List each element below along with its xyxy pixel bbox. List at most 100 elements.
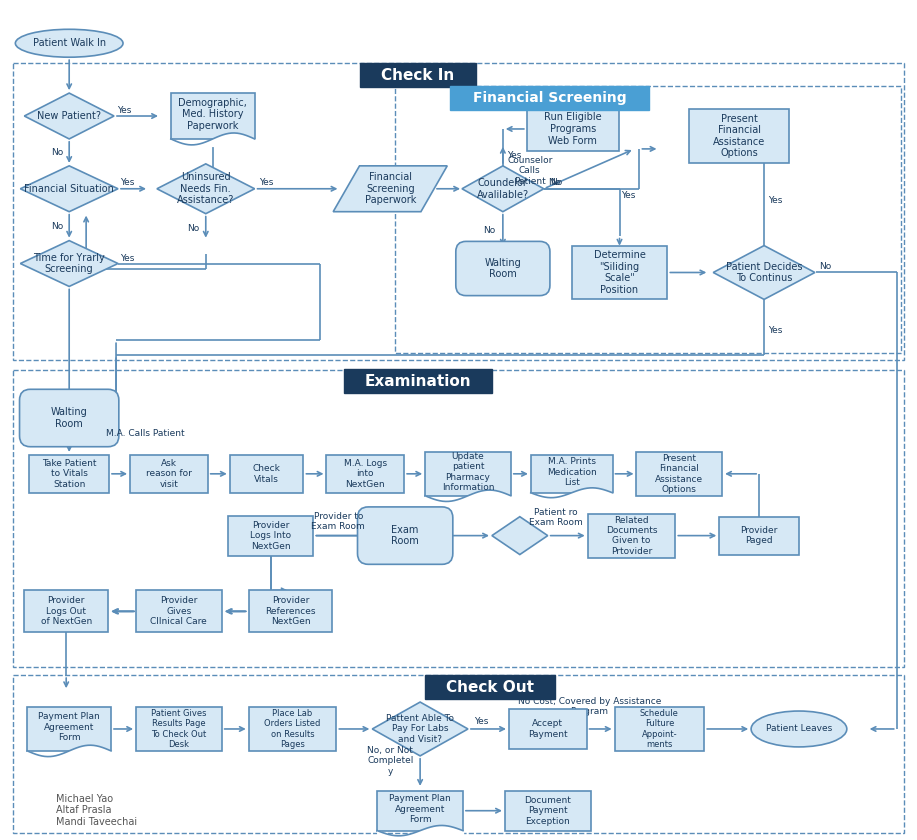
Text: Place Lab
Orders Listed
on Results
Pages: Place Lab Orders Listed on Results Pages — [264, 709, 321, 749]
FancyBboxPatch shape — [360, 63, 476, 87]
Text: Patient ro
Exam Room: Patient ro Exam Room — [529, 508, 582, 528]
FancyBboxPatch shape — [505, 790, 591, 831]
Text: Present
Financial
Assistance
Options: Present Financial Assistance Options — [656, 454, 703, 494]
FancyBboxPatch shape — [636, 452, 723, 496]
Ellipse shape — [751, 711, 846, 747]
FancyBboxPatch shape — [130, 455, 208, 493]
FancyBboxPatch shape — [425, 452, 511, 496]
Polygon shape — [492, 517, 547, 554]
FancyBboxPatch shape — [377, 790, 463, 831]
Text: Schedule
Fulture
Appoint-
ments: Schedule Fulture Appoint- ments — [640, 709, 679, 749]
Text: M.A. Logs
into
NextGen: M.A. Logs into NextGen — [344, 459, 387, 489]
FancyBboxPatch shape — [614, 707, 704, 751]
Text: Check
Vitals: Check Vitals — [253, 465, 281, 484]
Text: Pattent Able To
Pay For Labs
and Visit?: Pattent Able To Pay For Labs and Visit? — [386, 714, 454, 744]
Text: Yes: Yes — [768, 197, 782, 205]
Text: Examination: Examination — [365, 374, 471, 389]
Text: Financial Situation: Financial Situation — [24, 184, 114, 194]
Text: Financial Screening: Financial Screening — [473, 91, 626, 105]
Text: Accept
Payment: Accept Payment — [528, 719, 568, 738]
Text: Payment Plan
Agreement
Form: Payment Plan Agreement Form — [39, 712, 100, 743]
FancyBboxPatch shape — [509, 709, 587, 749]
FancyBboxPatch shape — [249, 591, 332, 633]
FancyBboxPatch shape — [29, 455, 109, 493]
FancyBboxPatch shape — [588, 514, 675, 558]
Text: Patient Walk In: Patient Walk In — [33, 39, 105, 48]
Bar — [14, 370, 903, 667]
FancyBboxPatch shape — [25, 591, 108, 633]
Text: M.A. Calls Patient: M.A. Calls Patient — [106, 429, 184, 438]
Text: No: No — [549, 178, 562, 187]
FancyBboxPatch shape — [690, 109, 789, 163]
Text: New Patient?: New Patient? — [38, 111, 101, 121]
Text: Determine
"Siliding
Scale"
Position: Determine "Siliding Scale" Position — [593, 250, 646, 295]
Text: Yes: Yes — [117, 106, 131, 114]
Text: Yes: Yes — [120, 254, 135, 263]
Text: Check Out: Check Out — [446, 680, 534, 695]
Text: Counselor
Calls
Patient: Counselor Calls Patient — [507, 156, 552, 186]
Polygon shape — [462, 165, 544, 212]
Text: Michael Yao
Altaf Prasla
Mandi Taveechai: Michael Yao Altaf Prasla Mandi Taveechai — [56, 794, 138, 827]
Text: Yes: Yes — [120, 178, 135, 187]
Text: Demographic,
Med. History
Paperwork: Demographic, Med. History Paperwork — [178, 97, 248, 131]
Text: Financial
Screening
Paperwork: Financial Screening Paperwork — [365, 172, 416, 205]
Bar — [395, 87, 900, 354]
Polygon shape — [20, 165, 118, 212]
Text: Provider to
Exam Room: Provider to Exam Room — [312, 512, 365, 532]
Text: No Cost, Covered by Assistance: No Cost, Covered by Assistance — [518, 696, 661, 706]
Text: Yes: Yes — [622, 192, 635, 200]
Text: Run Eligible
Programs
Web Form: Run Eligible Programs Web Form — [544, 113, 602, 145]
FancyBboxPatch shape — [171, 93, 255, 139]
Text: Patient Gives
Results Page
To Check Out
Desk: Patient Gives Results Page To Check Out … — [151, 709, 206, 749]
Polygon shape — [372, 702, 468, 756]
Text: Present
Financial
Assistance
Options: Present Financial Assistance Options — [713, 113, 766, 159]
FancyBboxPatch shape — [526, 107, 618, 151]
FancyBboxPatch shape — [136, 591, 222, 633]
FancyBboxPatch shape — [19, 389, 119, 447]
Bar — [14, 675, 903, 832]
Text: Yes: Yes — [259, 178, 273, 187]
Text: Yes: Yes — [474, 717, 489, 726]
Text: Provider
Logs Into
NextGen: Provider Logs Into NextGen — [250, 521, 291, 550]
FancyBboxPatch shape — [531, 455, 613, 493]
Polygon shape — [20, 240, 118, 286]
FancyBboxPatch shape — [28, 707, 111, 751]
Text: Walting
Room: Walting Room — [484, 258, 521, 280]
Text: Provider
References
NextGen: Provider References NextGen — [265, 596, 315, 627]
Text: Yes: Yes — [507, 151, 521, 160]
Bar — [14, 63, 903, 360]
Text: Yes: Yes — [768, 326, 782, 335]
Text: Check In: Check In — [381, 68, 455, 82]
Polygon shape — [25, 93, 114, 139]
FancyBboxPatch shape — [719, 517, 799, 554]
Text: No: No — [51, 222, 63, 231]
Text: Provider
Logs Out
of NextGen: Provider Logs Out of NextGen — [40, 596, 92, 627]
Text: Take Patient
to Vitals
Station: Take Patient to Vitals Station — [42, 459, 96, 489]
Text: Provider
Paged: Provider Paged — [740, 526, 778, 545]
Text: Ask
reason for
visit: Ask reason for visit — [146, 459, 192, 489]
Polygon shape — [157, 164, 255, 213]
Ellipse shape — [16, 29, 123, 57]
FancyBboxPatch shape — [358, 507, 453, 564]
Text: No: No — [547, 178, 560, 187]
FancyBboxPatch shape — [136, 707, 222, 751]
Polygon shape — [713, 245, 815, 299]
Text: Program: Program — [570, 706, 609, 716]
FancyBboxPatch shape — [450, 87, 649, 110]
FancyBboxPatch shape — [345, 369, 492, 393]
FancyBboxPatch shape — [326, 455, 404, 493]
Text: Related
Documents
Given to
Prtovider: Related Documents Given to Prtovider — [606, 516, 657, 556]
Text: No, or Not
Completel
y: No, or Not Completel y — [367, 746, 414, 776]
Text: Document
Payment
Exception: Document Payment Exception — [525, 795, 571, 826]
FancyBboxPatch shape — [249, 707, 337, 751]
Text: Payment Plan
Agreement
Form: Payment Plan Agreement Form — [389, 795, 451, 824]
Text: Walting
Room: Walting Room — [50, 407, 87, 428]
FancyBboxPatch shape — [425, 675, 555, 699]
Text: Uninsured
Needs Fin.
Assistance?: Uninsured Needs Fin. Assistance? — [177, 172, 235, 205]
Text: No: No — [819, 262, 831, 271]
FancyBboxPatch shape — [571, 245, 668, 299]
Text: M.A. Prints
Medication
List: M.A. Prints Medication List — [547, 458, 597, 487]
Text: No: No — [51, 149, 63, 157]
Text: No: No — [483, 226, 495, 235]
Text: No: No — [187, 224, 199, 234]
